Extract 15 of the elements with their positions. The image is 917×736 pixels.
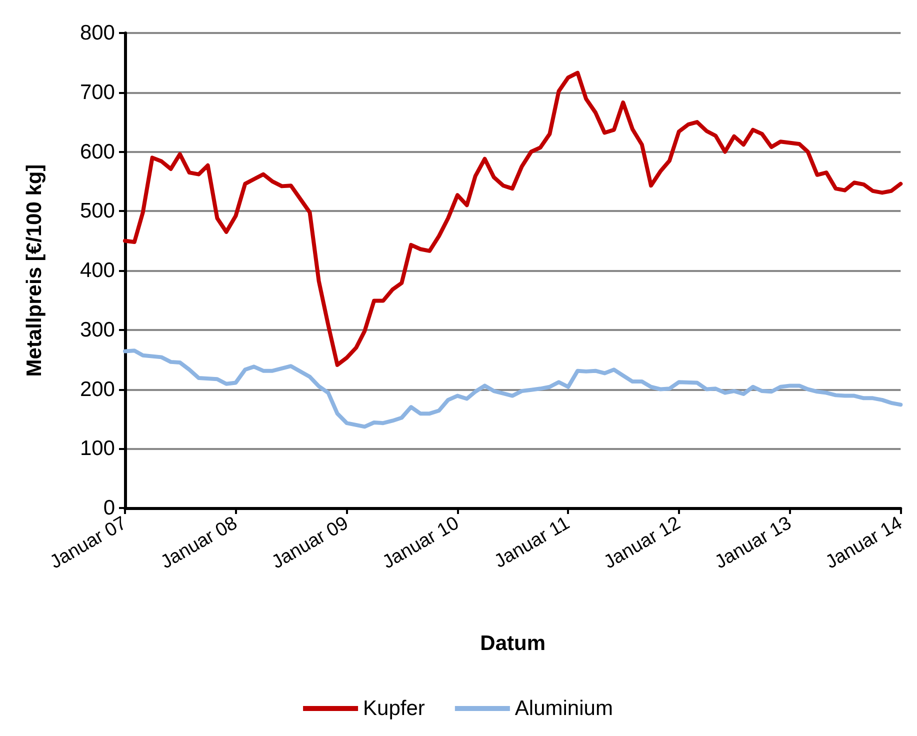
legend-label: Aluminium: [514, 697, 613, 720]
y-tick-label: 600: [80, 140, 115, 164]
line-series: [123, 348, 903, 429]
x-axis-title: Datum: [480, 632, 546, 655]
y-tick-label: 800: [80, 22, 115, 44]
y-tick-label: 200: [80, 378, 115, 401]
y-tick-label: 100: [80, 437, 115, 460]
y-tick-label: 0: [103, 496, 115, 520]
legend-label: Kupfer: [363, 697, 425, 720]
y-tick-label: 700: [80, 80, 115, 104]
y-tick-label: 500: [80, 200, 115, 223]
y-tick-label: 300: [80, 318, 115, 342]
line-series: [123, 70, 903, 367]
y-axis-title: Metallpreis [€/100 kg]: [23, 164, 46, 377]
y-tick-label: 400: [80, 259, 115, 282]
